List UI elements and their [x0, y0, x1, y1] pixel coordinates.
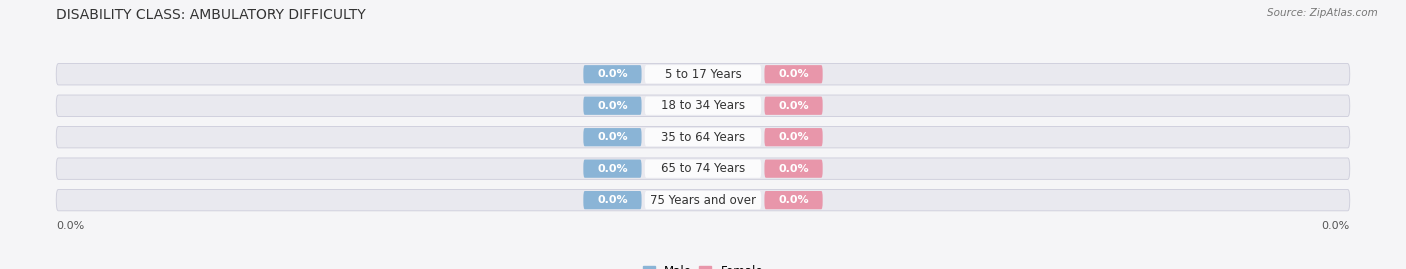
Text: Source: ZipAtlas.com: Source: ZipAtlas.com: [1267, 8, 1378, 18]
FancyBboxPatch shape: [645, 191, 761, 209]
Text: 0.0%: 0.0%: [598, 164, 627, 174]
FancyBboxPatch shape: [56, 158, 1350, 179]
Text: 65 to 74 Years: 65 to 74 Years: [661, 162, 745, 175]
Text: 0.0%: 0.0%: [598, 69, 627, 79]
FancyBboxPatch shape: [765, 160, 823, 178]
Text: 0.0%: 0.0%: [779, 164, 808, 174]
FancyBboxPatch shape: [765, 128, 823, 146]
FancyBboxPatch shape: [56, 95, 1350, 116]
Legend: Male, Female: Male, Female: [643, 265, 763, 269]
Text: 0.0%: 0.0%: [598, 195, 627, 205]
FancyBboxPatch shape: [765, 97, 823, 115]
Text: 0.0%: 0.0%: [779, 132, 808, 142]
Text: DISABILITY CLASS: AMBULATORY DIFFICULTY: DISABILITY CLASS: AMBULATORY DIFFICULTY: [56, 8, 366, 22]
Text: 0.0%: 0.0%: [598, 132, 627, 142]
FancyBboxPatch shape: [645, 65, 761, 83]
FancyBboxPatch shape: [645, 160, 761, 178]
FancyBboxPatch shape: [765, 191, 823, 209]
Text: 0.0%: 0.0%: [1322, 221, 1350, 231]
Text: 0.0%: 0.0%: [779, 195, 808, 205]
FancyBboxPatch shape: [645, 97, 761, 115]
FancyBboxPatch shape: [765, 65, 823, 83]
FancyBboxPatch shape: [583, 65, 641, 83]
Text: 5 to 17 Years: 5 to 17 Years: [665, 68, 741, 81]
FancyBboxPatch shape: [583, 191, 641, 209]
FancyBboxPatch shape: [583, 128, 641, 146]
Text: 0.0%: 0.0%: [56, 221, 84, 231]
FancyBboxPatch shape: [56, 63, 1350, 85]
FancyBboxPatch shape: [583, 160, 641, 178]
FancyBboxPatch shape: [583, 97, 641, 115]
FancyBboxPatch shape: [56, 189, 1350, 211]
Text: 35 to 64 Years: 35 to 64 Years: [661, 131, 745, 144]
Text: 0.0%: 0.0%: [779, 101, 808, 111]
FancyBboxPatch shape: [56, 126, 1350, 148]
FancyBboxPatch shape: [645, 128, 761, 146]
Text: 75 Years and over: 75 Years and over: [650, 194, 756, 207]
Text: 18 to 34 Years: 18 to 34 Years: [661, 99, 745, 112]
Text: 0.0%: 0.0%: [598, 101, 627, 111]
Text: 0.0%: 0.0%: [779, 69, 808, 79]
